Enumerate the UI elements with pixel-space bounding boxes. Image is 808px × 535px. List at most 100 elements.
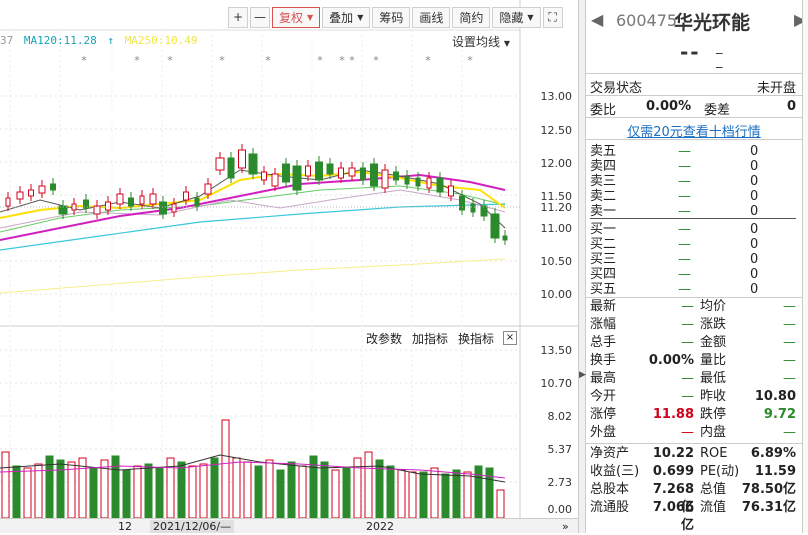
order-book-row[interactable]: 买二 — 0 [586, 237, 802, 252]
volume-tick-label: 10.70 [540, 377, 573, 390]
candlestick [415, 177, 421, 187]
volume-bar [452, 469, 461, 519]
stat-label: 今开 [590, 389, 617, 404]
overlay-label: 叠加 [329, 10, 354, 25]
stat-value: 11.59 [754, 464, 796, 479]
candlestick [93, 205, 101, 215]
candlestick [38, 185, 46, 194]
order-book-row[interactable]: 卖五 — 0 [586, 144, 802, 159]
order-book-row[interactable]: 买三 — 0 [586, 252, 802, 267]
order-book-row[interactable]: 卖一 — 0 [586, 204, 802, 219]
date-cursor-label: 2021/12/06/— [150, 520, 235, 533]
volume-bar [441, 473, 450, 519]
order-book-separator [590, 218, 796, 219]
stat-value: — [681, 371, 694, 386]
price-tick-label: 11.00 [540, 222, 573, 235]
volume-bar [232, 457, 241, 519]
weicha-label: 委差 [704, 103, 731, 118]
order-level-label: 卖三 [590, 174, 617, 189]
stat-row: 流通股 7.066亿 流值 76.31亿 [586, 499, 802, 533]
volume-bar [408, 471, 417, 519]
ma20-line [0, 173, 506, 241]
volume-ma-line [0, 461, 506, 479]
event-marker-icon: * [339, 54, 345, 67]
indicator-menu: 改参数 加指标 换指标 [366, 330, 494, 347]
date-label: 12 [118, 520, 132, 533]
ma250-value: MA250:10.49 [124, 34, 198, 47]
stat-row: 净资产 10.22 ROE 6.89% [586, 445, 802, 463]
order-book-row[interactable]: 买五 — 0 [586, 282, 802, 297]
chart-toolbar: + — 复权 ▼ 叠加 ▼ 筹码 画线 简约 隐藏 ▼ ⛶ [228, 6, 563, 28]
stat-value: 0.00% [648, 353, 694, 368]
candlestick [159, 201, 167, 215]
volume-bar [287, 461, 296, 519]
volume-bar [210, 457, 219, 519]
switch-indicator-button[interactable]: 换指标 [458, 332, 495, 346]
kline-chart-area[interactable]: * * * * * * * * * * * + — 复权 ▼ 叠加 ▼ 筹码 画线 简约 隐藏 ▼ ⛶ 3… [0, 0, 578, 533]
fullscreen-icon[interactable]: ⛶ [542, 6, 563, 28]
volume-bar [221, 419, 230, 519]
candlestick [305, 165, 311, 177]
ma-setting-dropdown[interactable]: 设置均线 ▼ [452, 33, 510, 50]
volume-bar [12, 465, 21, 519]
candlestick [204, 183, 212, 195]
stat-row: 今开 — 昨收 10.80 [586, 388, 802, 406]
volume-bar [78, 457, 87, 519]
event-marker-icon: * [219, 54, 225, 67]
add-indicator-button[interactable]: 加指标 [412, 332, 449, 346]
stat-label: 净资产 [590, 446, 630, 461]
stat-label: 涨停 [590, 407, 617, 422]
stat-value: 6.89% [750, 446, 796, 461]
scroll-right-icon[interactable]: » [562, 520, 569, 533]
order-book-row[interactable]: 买一 — 0 [586, 222, 802, 237]
order-volume: 0 [750, 237, 759, 252]
stat-label: 金额 [700, 335, 727, 350]
stat-row: 最高 — 最低 — [586, 370, 802, 388]
zoom-out-button[interactable]: — [250, 6, 270, 28]
candlestick [149, 193, 157, 205]
stat-row: 涨幅 — 涨跌 — [586, 316, 802, 334]
order-book-row[interactable]: 卖四 — 0 [586, 159, 802, 174]
zoom-in-button[interactable]: + [228, 6, 248, 28]
fuquan-label: 复权 [279, 10, 304, 25]
panel-divider[interactable] [578, 0, 586, 533]
level2-upgrade-link[interactable]: 仅需20元查看十档行情 [586, 118, 802, 140]
fuquan-dropdown[interactable]: 复权 ▼ [272, 6, 321, 28]
stat-label: ROE [700, 446, 728, 461]
event-marker-icon: * [317, 54, 323, 67]
overlay-dropdown[interactable]: 叠加 ▼ [322, 6, 371, 28]
order-price: — [678, 267, 691, 282]
candlestick [183, 191, 189, 201]
date-axis[interactable]: 12 2021/12/06/— 2022 » [0, 518, 578, 533]
price-tick-label: 10.50 [540, 255, 573, 268]
stat-value: — [681, 389, 694, 404]
order-book-row[interactable]: 卖三 — 0 [586, 174, 802, 189]
volume-tick-label: 13.50 [540, 344, 573, 357]
event-marker-icon: * [81, 54, 87, 67]
draw-line-button[interactable]: 画线 [412, 6, 451, 28]
collapse-arrow-icon[interactable]: ▶ [579, 370, 586, 380]
order-book-row[interactable]: 买四 — 0 [586, 267, 802, 282]
candlestick [171, 203, 177, 213]
hide-dropdown[interactable]: 隐藏 ▼ [492, 6, 541, 28]
order-book-row[interactable]: 卖二 — 0 [586, 189, 802, 204]
volume-bar [463, 471, 472, 519]
order-level-label: 卖四 [590, 159, 617, 174]
chips-button[interactable]: 筹码 [372, 6, 411, 28]
stat-value: 0.699 [652, 464, 694, 479]
candlestick [370, 163, 378, 187]
kline-chart[interactable]: * * * * * * * * * * * [0, 0, 578, 533]
simple-mode-button[interactable]: 简约 [452, 6, 491, 28]
stock-name: 华光环能 [674, 12, 751, 34]
close-icon[interactable]: × [503, 331, 517, 345]
modify-params-button[interactable]: 改参数 [366, 332, 403, 346]
volume-bar [23, 467, 32, 519]
order-price: — [678, 252, 691, 267]
order-price: — [678, 174, 691, 189]
stock-change-amount: _ [716, 40, 723, 55]
volume-bar [188, 465, 197, 519]
candlestick [105, 201, 111, 211]
stat-row: 总股本 7.268亿 总值 78.50亿 [586, 481, 802, 515]
prev-stock-icon[interactable]: ◀ [591, 10, 604, 29]
order-price: — [678, 159, 691, 174]
